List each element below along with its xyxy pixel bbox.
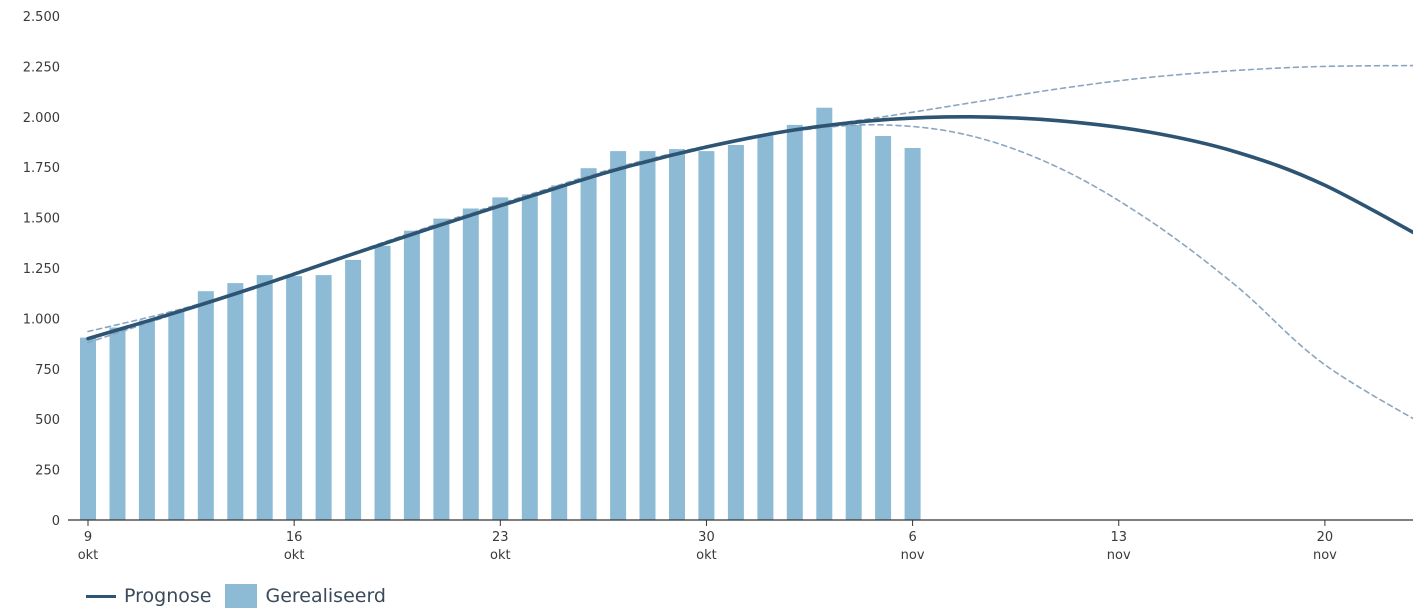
bar [403,230,420,520]
x-tick-month: okt [284,548,305,563]
y-tick-label: 500 [35,413,60,428]
bar [786,124,803,521]
bar [639,151,656,520]
bar [197,291,214,520]
legend-bar-swatch [225,584,258,608]
x-tick-month: nov [1313,548,1337,563]
y-tick-label: 0 [52,514,60,529]
bar [698,151,715,520]
bar [80,337,96,520]
x-tick-day: 13 [1110,530,1127,545]
bar [551,185,568,521]
y-tick-label: 1.000 [23,312,60,327]
x-tick-day: 16 [286,530,303,545]
y-tick-label: 2.500 [23,10,60,25]
bar [757,134,774,520]
x-tick-day: 9 [84,530,92,545]
x-tick-month: nov [901,548,925,563]
bar [904,148,921,520]
bar [374,245,391,521]
bar [816,107,833,520]
x-tick-month: nov [1107,548,1131,563]
bar [315,275,332,520]
y-tick-label: 1.750 [23,161,60,176]
bars-gerealiseerd [80,107,921,521]
bar [875,136,892,520]
bar [227,283,244,520]
x-tick-day: 6 [908,530,916,545]
bar [138,320,155,520]
bar [580,168,597,520]
bar [610,151,627,520]
legend-item-gerealiseerd: Gerealiseerd [225,584,386,608]
y-tick-label: 750 [35,363,60,378]
bar [256,275,273,520]
y-tick-label: 2.000 [23,111,60,126]
x-tick-day: 20 [1317,530,1334,545]
y-tick-label: 250 [35,464,60,479]
forecast-lines [86,64,1413,420]
y-tick-label: 1.500 [23,212,60,227]
bar [492,197,509,520]
x-tick-day: 23 [492,530,509,545]
legend-label-prognose: Prognose [124,585,212,607]
bar [845,124,862,521]
legend: Prognose Gerealiseerd [86,584,400,608]
x-tick-month: okt [78,548,99,563]
bar [109,327,126,520]
x-axis-labels: 9 okt 16 okt 23 okt 30 okt 6 nov 13 nov 20 nov [78,520,1337,563]
forecast-line [86,114,1413,341]
legend-label-gerealiseerd: Gerealiseerd [265,585,386,607]
y-tick-label: 1.250 [23,262,60,277]
bar [462,208,479,520]
y-tick-label: 2.250 [23,60,60,75]
y-axis-labels: 0 250 500 750 1.000 1.250 1.500 1.750 2.000 2.250… [23,10,60,529]
bar [433,218,450,520]
legend-line-swatch [86,594,116,598]
x-tick-month: okt [490,548,511,563]
bar [669,149,685,520]
bar [727,145,744,520]
x-tick-day: 30 [698,530,715,545]
bar [521,194,538,520]
bar [168,311,185,520]
legend-item-prognose: Prognose [86,585,211,607]
bar [345,259,362,520]
bar [286,276,303,520]
x-tick-month: okt [696,548,717,563]
